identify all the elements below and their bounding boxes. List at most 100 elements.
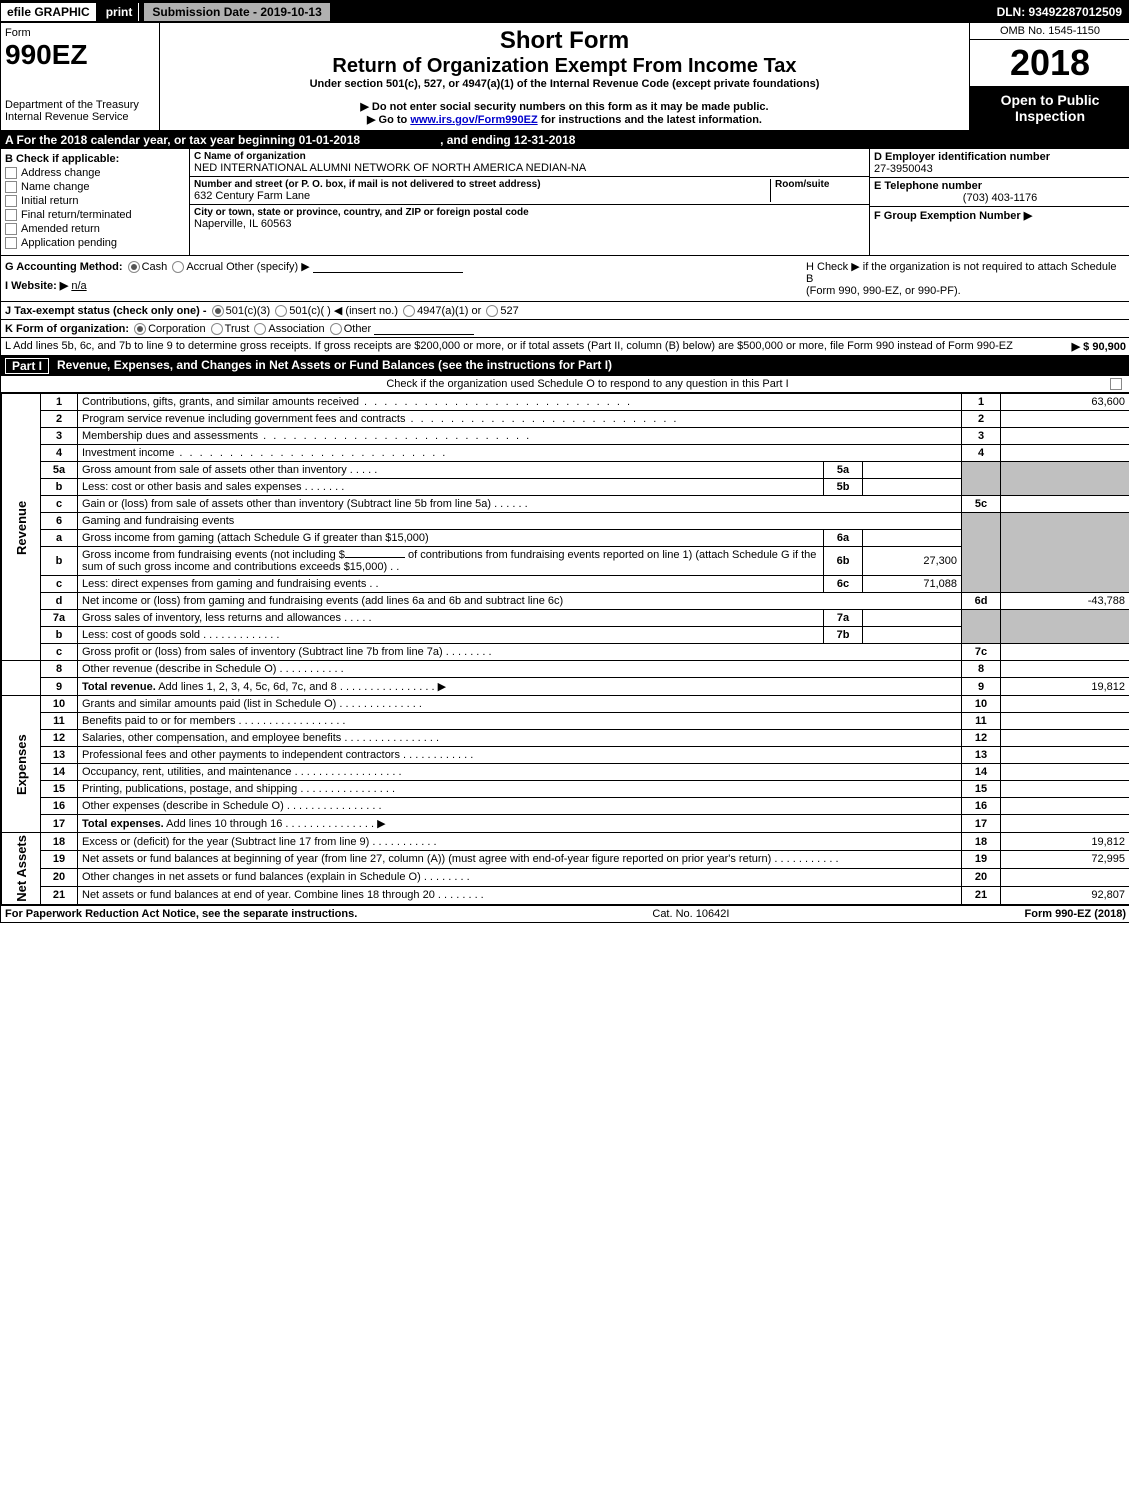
line7c-num: c [41,644,78,661]
checkbox-amended[interactable] [5,223,17,235]
line13-totnum: 13 [962,747,1001,764]
revenue-vertical-label: Revenue [2,394,41,661]
line13-desc: Professional fees and other payments to … [82,749,400,761]
section-l-row: L Add lines 5b, 6c, and 7b to line 9 to … [1,338,1129,356]
calendar-year-row: A For the 2018 calendar year, or tax yea… [1,131,1129,149]
line5a-subnum: 5a [824,462,863,479]
line-1: Revenue 1 Contributions, gifts, grants, … [2,394,1129,411]
line-5c: c Gain or (loss) from sale of assets oth… [2,496,1129,513]
return-title: Return of Organization Exempt From Incom… [164,55,965,78]
line5b-value [863,479,962,496]
part1-title: Revenue, Expenses, and Changes in Net As… [57,358,612,374]
grey-val-5 [1001,462,1129,496]
amended-label: Amended return [21,223,100,235]
line12-desc: Salaries, other compensation, and employ… [82,732,341,744]
section-d-e-f: D Employer identification number 27-3950… [869,149,1129,255]
line15-num: 15 [41,781,78,798]
line16-totnum: 16 [962,798,1001,815]
line9-desc: Add lines 1, 2, 3, 4, 5c, 6d, 7c, and 8 [158,681,337,693]
line7a-subnum: 7a [824,610,863,627]
line10-value [1001,696,1129,713]
other-specify-input[interactable] [313,260,463,273]
checkbox-name-change[interactable] [5,181,17,193]
line2-totnum: 2 [962,411,1001,428]
checkbox-address-change[interactable] [5,167,17,179]
efile-label: efile GRAPHIC [1,3,96,21]
line-14: 14 Occupancy, rent, utilities, and maint… [2,764,1129,781]
line19-desc: Net assets or fund balances at beginning… [82,853,771,865]
revenue-vertical-label-cont [2,661,41,696]
section-h: H Check ▶ if the organization is not req… [802,256,1129,301]
radio-4947[interactable] [403,305,415,317]
radio-accrual[interactable] [172,261,184,273]
line6b-value: 27,300 [863,547,962,576]
opt-4947: 4947(a)(1) or [417,305,481,317]
section-k-label: K Form of organization: [5,323,129,335]
line17-desc: Add lines 10 through 16 [166,818,282,830]
radio-501c3[interactable] [212,305,224,317]
section-j-row: J Tax-exempt status (check only one) - 5… [1,302,1129,320]
line1-totnum: 1 [962,394,1001,411]
form-label: Form [5,27,155,39]
line3-num: 3 [41,428,78,445]
header-right: OMB No. 1545-1150 2018 Open to Public In… [969,23,1129,130]
line-8: 8 Other revenue (describe in Schedule O)… [2,661,1129,678]
omb-number: OMB No. 1545-1150 [970,23,1129,40]
radio-cash[interactable] [128,261,140,273]
line17-totnum: 17 [962,815,1001,833]
line5a-value [863,462,962,479]
line5c-totnum: 5c [962,496,1001,513]
radio-501c[interactable] [275,305,287,317]
line6-num: 6 [41,513,78,530]
checkbox-schedule-o[interactable] [1110,378,1122,390]
line6a-num: a [41,530,78,547]
line2-desc: Program service revenue including govern… [82,413,679,425]
room-suite-label: Room/suite [775,179,865,190]
line9-totnum: 9 [962,678,1001,696]
cal-year-b: , and ending 12-31-2018 [440,133,575,147]
radio-other-org[interactable] [330,323,342,335]
radio-527[interactable] [486,305,498,317]
line10-num: 10 [41,696,78,713]
line-5a: 5a Gross amount from sale of assets othe… [2,462,1129,479]
line15-totnum: 15 [962,781,1001,798]
submission-date: Submission Date - 2019-10-13 [143,2,330,22]
line6c-desc: Less: direct expenses from gaming and fu… [82,578,366,590]
form-number: 990EZ [5,39,155,71]
telephone-label: E Telephone number [874,180,1126,192]
line14-num: 14 [41,764,78,781]
line17-value [1001,815,1129,833]
line1-num: 1 [41,394,78,411]
print-button[interactable]: print [100,3,140,21]
pending-label: Application pending [21,237,117,249]
line8-totnum: 8 [962,661,1001,678]
checkbox-final-return[interactable] [5,209,17,221]
line-10: Expenses 10 Grants and similar amounts p… [2,696,1129,713]
form-header: Form 990EZ Department of the Treasury In… [1,23,1129,131]
checkbox-pending[interactable] [5,237,17,249]
line18-desc: Excess or (deficit) for the year (Subtra… [82,836,369,848]
line14-totnum: 14 [962,764,1001,781]
radio-trust[interactable] [211,323,223,335]
section-k-row: K Form of organization: Corporation Trus… [1,320,1129,338]
dept-treasury: Department of the Treasury [5,99,155,111]
entity-block: B Check if applicable: Address change Na… [1,149,1129,256]
other-org-input[interactable] [374,322,474,335]
line5b-num: b [41,479,78,496]
line5c-num: c [41,496,78,513]
line18-totnum: 18 [962,833,1001,851]
line-17: 17 Total expenses. Add lines 10 through … [2,815,1129,833]
section-l-text: L Add lines 5b, 6c, and 7b to line 9 to … [5,340,1064,353]
line6a-value [863,530,962,547]
line16-value [1001,798,1129,815]
radio-corporation[interactable] [134,323,146,335]
radio-association[interactable] [254,323,266,335]
checkbox-initial-return[interactable] [5,195,17,207]
line-6d: d Net income or (loss) from gaming and f… [2,593,1129,610]
line19-num: 19 [41,851,78,869]
opt-501c: 501(c)( ) ◀ (insert no.) [289,305,398,317]
page-footer: For Paperwork Reduction Act Notice, see … [1,905,1129,922]
irs-link[interactable]: www.irs.gov/Form990EZ [410,114,537,126]
schedule-b-form-ref: (Form 990, 990-EZ, or 990-PF). [806,285,1126,297]
line3-desc: Membership dues and assessments [82,430,531,442]
